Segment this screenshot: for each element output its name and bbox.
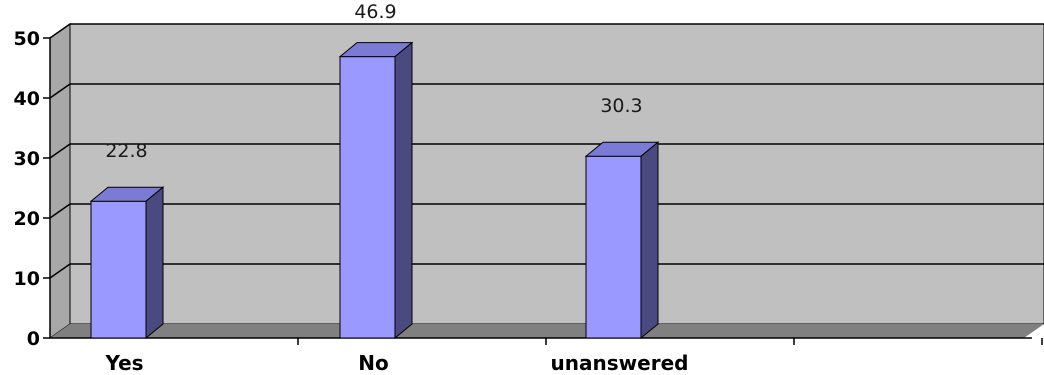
y-tick-label-50: 50 — [14, 28, 40, 50]
bar-yes — [89, 186, 165, 340]
x-category-label-yes: Yes — [104, 351, 143, 375]
bar-no — [338, 41, 414, 340]
chart-labels: Yes 22.8 No 46.9 unanswered 30.3 — [104, 1, 688, 375]
y-axis: 0 10 20 30 40 50 — [14, 28, 51, 350]
bar-unanswered — [584, 141, 660, 340]
y-tick-label-20: 20 — [14, 208, 40, 230]
chart-walls — [49, 23, 1044, 339]
floor — [50, 324, 1044, 338]
gridline-10 — [49, 263, 1044, 279]
bar-side-unanswered — [640, 141, 659, 340]
bar-front-yes — [90, 200, 147, 339]
data-label-no: 46.9 — [354, 1, 396, 23]
gridline-20 — [49, 203, 1044, 219]
gridline-40 — [49, 83, 1044, 99]
data-label-yes: 22.8 — [105, 140, 147, 162]
bar-front-no — [339, 56, 396, 339]
back-wall — [69, 23, 1044, 325]
chart-bars — [89, 41, 660, 340]
x-category-label-unanswered: unanswered — [551, 351, 689, 375]
y-tick-label-30: 30 — [14, 148, 40, 170]
y-tick-label-40: 40 — [14, 88, 40, 110]
chart-gridlines — [49, 23, 1044, 279]
bar-side-yes — [145, 186, 164, 340]
gridline-30 — [49, 143, 1044, 159]
x-category-label-no: No — [358, 351, 388, 375]
side-wall — [49, 23, 71, 339]
bar-side-no — [394, 41, 413, 340]
gridline-50 — [49, 23, 1044, 39]
bar-front-unanswered — [585, 155, 642, 339]
data-label-unanswered: 30.3 — [600, 95, 642, 117]
x-axis — [50, 337, 1043, 345]
y-tick-label-10: 10 — [14, 268, 40, 290]
y-tick-label-0: 0 — [27, 328, 40, 350]
